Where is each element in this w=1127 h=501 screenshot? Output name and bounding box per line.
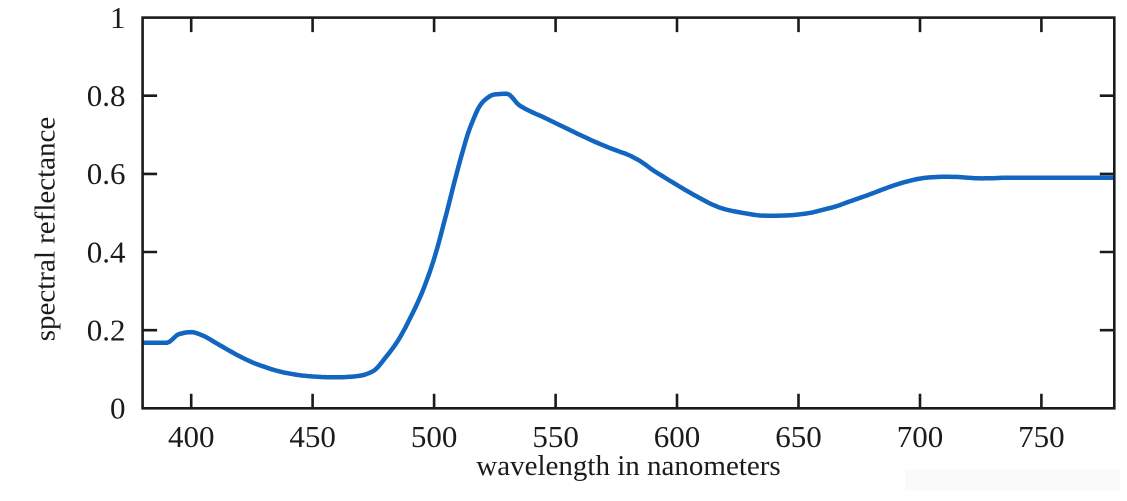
svg-text:0.8: 0.8 xyxy=(87,78,126,113)
svg-text:700: 700 xyxy=(897,419,944,454)
svg-text:0: 0 xyxy=(110,391,126,426)
svg-text:400: 400 xyxy=(168,419,215,454)
svg-text:550: 550 xyxy=(532,419,579,454)
svg-text:0.2: 0.2 xyxy=(87,313,126,348)
svg-text:spectral reflectance: spectral reflectance xyxy=(30,117,62,342)
svg-text:750: 750 xyxy=(1018,419,1065,454)
svg-text:wavelength in nanometers: wavelength in nanometers xyxy=(476,450,780,482)
svg-text:0.6: 0.6 xyxy=(87,156,126,191)
svg-text:1: 1 xyxy=(110,0,126,35)
svg-text:0.4: 0.4 xyxy=(87,234,126,269)
svg-text:650: 650 xyxy=(775,419,822,454)
svg-text:450: 450 xyxy=(289,419,336,454)
svg-text:600: 600 xyxy=(654,419,701,454)
svg-text:500: 500 xyxy=(411,419,458,454)
